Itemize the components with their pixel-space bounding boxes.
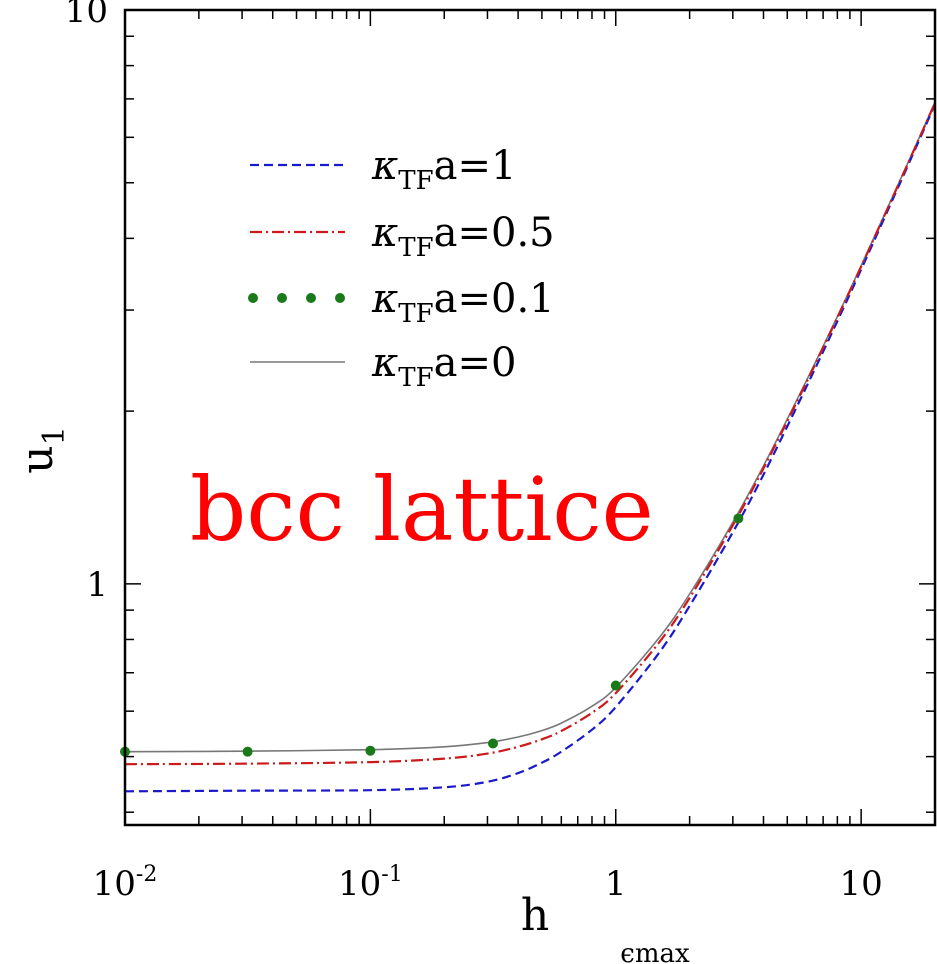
y-axis-label-sub: 1	[37, 426, 72, 445]
legend-entry: κTFa=0.1	[248, 276, 555, 329]
plot-frame	[123, 8, 937, 827]
y-tick-label: 1	[86, 565, 108, 605]
legend-entry: κTFa=1	[250, 143, 516, 196]
data-point	[733, 513, 744, 524]
legend-swatch-dot	[248, 293, 258, 303]
x-tick-label-exponent: -1	[381, 862, 402, 887]
legend-swatch-dot	[306, 293, 316, 303]
legend-label: κTFa=0	[371, 340, 516, 393]
legend-label-rest: a=0.1	[434, 276, 555, 322]
legend-label-subscript: TF	[398, 233, 433, 263]
data-point	[365, 745, 376, 756]
annotation-bcc-lattice: bcc lattice	[190, 458, 654, 561]
cut-off-text: ϵmax	[620, 939, 690, 964]
legend-label: κTFa=0.1	[371, 276, 555, 329]
legend-swatch-dot	[277, 293, 287, 303]
legend-label-symbol: κ	[371, 340, 398, 386]
x-tick-label-base: 1	[605, 864, 627, 904]
legend-entry: κTFa=0	[250, 340, 516, 393]
series-layer	[120, 101, 937, 793]
legend-label-subscript: TF	[398, 363, 433, 393]
x-tick-label-base: 10	[338, 864, 381, 904]
x-tick-label-base: 10	[840, 864, 883, 904]
data-point	[487, 738, 498, 749]
series-line-solid	[124, 101, 936, 753]
series-line-dashed	[124, 103, 937, 793]
legend-label-rest: a=1	[434, 143, 517, 189]
x-axis-label: h	[521, 890, 549, 941]
legend-label-rest: a=0.5	[434, 210, 555, 256]
y-tick-label: 10	[65, 0, 108, 31]
x-tick-label: 10-2	[93, 862, 158, 904]
legend-label-symbol: κ	[371, 210, 398, 256]
legend-label-subscript: TF	[398, 166, 433, 196]
legend-entry: κTFa=0.5	[250, 210, 555, 263]
x-tick-label-exponent: -2	[136, 862, 157, 887]
y-axis-label-main: u	[12, 445, 63, 473]
data-point	[242, 746, 253, 757]
legend-label: κTFa=0.5	[371, 210, 555, 263]
legend-swatch-dot	[335, 293, 345, 303]
x-tick-label-base: 10	[93, 864, 136, 904]
x-tick-label: 1	[605, 864, 627, 904]
y-axis-label: u1	[12, 426, 72, 473]
legend-label: κTFa=1	[371, 143, 516, 196]
series-kappa-0.1-markers	[120, 513, 744, 757]
data-point	[610, 680, 621, 691]
legend-label-rest: a=0	[434, 340, 517, 386]
legend-label-symbol: κ	[371, 143, 398, 189]
svg-text:u1: u1	[12, 426, 72, 473]
legend-label-symbol: κ	[371, 276, 398, 322]
x-tick-label: 10	[840, 864, 883, 904]
series-line-dash-dot	[124, 102, 937, 766]
x-tick-label: 10-1	[338, 862, 403, 904]
legend-label-subscript: TF	[398, 299, 433, 329]
